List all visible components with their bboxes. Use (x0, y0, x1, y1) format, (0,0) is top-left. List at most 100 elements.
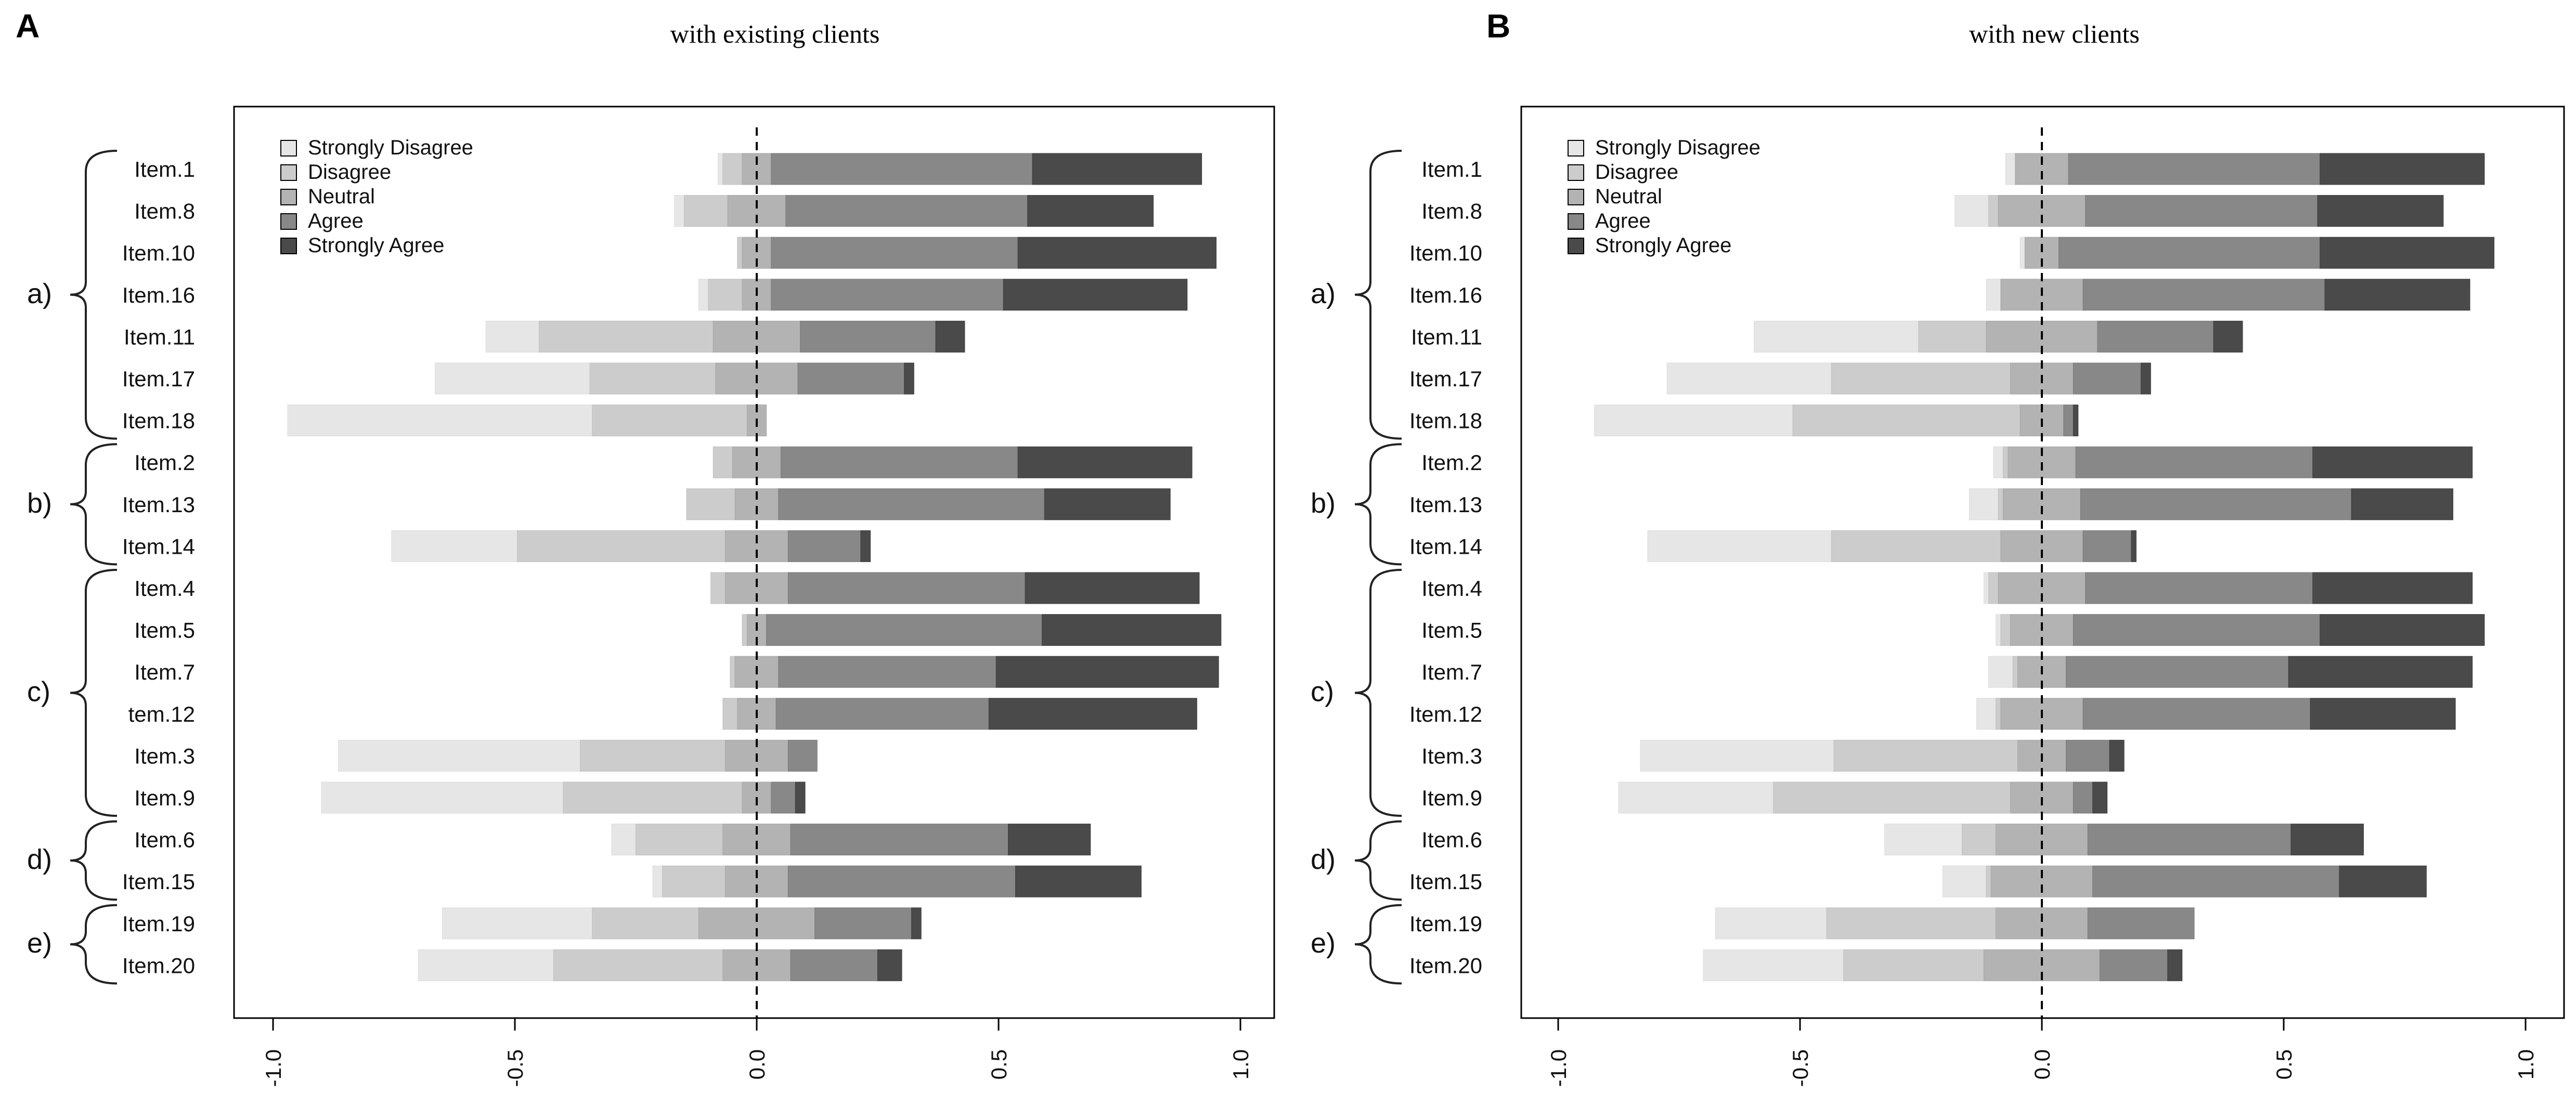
bar-segment-strongly-agree (1027, 195, 1154, 227)
bar-segment-strongly-disagree (1942, 865, 1987, 897)
bar-segment-disagree (636, 824, 723, 856)
bar-segment-strongly-disagree (1666, 362, 1832, 395)
group-label: c) (27, 676, 50, 708)
bar-segment-disagree (1962, 824, 1997, 856)
bar-segment-disagree (2000, 614, 2011, 646)
panel-label: A (16, 7, 40, 45)
bar-segment-disagree (722, 698, 738, 730)
bar-segment-strongly-agree (2131, 530, 2137, 562)
legend-swatch (1568, 189, 1584, 205)
bar-segment-agree (2082, 530, 2132, 562)
bar-segment-agree (787, 739, 818, 772)
bar-segment-strongly-agree (1008, 824, 1091, 856)
bar-segment-strongly-agree (2320, 153, 2485, 185)
bar-segment-strongly-disagree (1993, 446, 2004, 478)
bar-segment-strongly-disagree (698, 279, 709, 311)
bar-segment-agree (2059, 237, 2321, 269)
bar-segment-strongly-agree (2141, 362, 2151, 395)
bar-segment-strongly-agree (2320, 614, 2485, 646)
category-label: Item.1 (1421, 157, 1482, 181)
category-label: Item.15 (1409, 869, 1482, 894)
bar-segment-disagree (742, 614, 747, 646)
bar-segment-strongly-agree (877, 949, 902, 981)
bar-segment-agree (814, 907, 912, 940)
category-label: Item.16 (122, 283, 195, 307)
bar-segment-agree (2073, 362, 2142, 395)
bar-segment-strongly-disagree (718, 153, 723, 185)
bar-segment-disagree (730, 656, 735, 688)
chart-title: with new clients (1969, 19, 2140, 48)
bar-segment-strongly-disagree (442, 907, 593, 940)
group-brace (70, 443, 118, 566)
bar-segment-strongly-agree (1032, 153, 1202, 185)
bar-segment-disagree (1826, 907, 1997, 940)
x-tick-label: -0.5 (503, 1049, 527, 1087)
legend-label: Disagree (308, 161, 391, 184)
bar-segment-strongly-disagree (674, 195, 685, 227)
group-brace (1354, 569, 1402, 817)
bar-segment-agree (790, 824, 1009, 856)
category-label: Item.8 (134, 199, 195, 224)
bar-segment-strongly-agree (2213, 320, 2243, 353)
group-brace (70, 904, 118, 985)
bar-segment-disagree (539, 320, 714, 353)
bar-segment-strongly-agree (1017, 237, 1216, 269)
bar-segment-agree (781, 446, 1018, 478)
category-label: Item.13 (122, 492, 195, 517)
legend-label: Strongly Agree (1595, 234, 1731, 257)
bar-segment-strongly-agree (2167, 949, 2183, 981)
category-label: Item.19 (122, 911, 195, 936)
bar-segment-strongly-agree (795, 782, 806, 814)
bar-segment-strongly-disagree (1640, 739, 1834, 772)
bar-segment-disagree (708, 279, 743, 311)
bar-segment-agree (2087, 824, 2292, 856)
bar-segment-agree (787, 865, 1016, 897)
legend-swatch (1568, 238, 1584, 254)
bar-segment-agree (800, 320, 936, 353)
bar-segment-strongly-agree (2310, 698, 2456, 730)
category-label: Item.16 (1409, 283, 1482, 307)
bar-segment-disagree (686, 488, 735, 520)
bar-segment-strongly-disagree (1715, 907, 1827, 940)
bar-segment-disagree (2003, 446, 2009, 478)
bar-segment-strongly-disagree (1983, 572, 1989, 604)
bar-segment-strongly-disagree (2020, 237, 2025, 269)
group-brace (1354, 150, 1402, 440)
bar-segment-agree (778, 656, 996, 688)
bar-segment-disagree (563, 782, 743, 814)
category-label: Item.7 (1421, 660, 1482, 684)
group-label: e) (1311, 928, 1336, 959)
category-label: Item.15 (122, 869, 195, 894)
group-label: b) (1311, 488, 1336, 519)
bar-segment-strongly-disagree (1647, 530, 1832, 562)
category-label: Item.17 (1409, 367, 1482, 391)
bar-segment-strongly-disagree (1988, 656, 2013, 688)
legend-swatch (280, 164, 297, 181)
legend-swatch (280, 140, 297, 157)
bar-segment-agree (790, 949, 878, 981)
legend: Strongly DisagreeDisagreeNeutralAgreeStr… (280, 136, 473, 257)
category-label: Item.18 (1409, 409, 1482, 433)
bar-segment-agree (2087, 907, 2195, 940)
bar-segment-strongly-disagree (485, 320, 540, 353)
x-tick-label: -1.0 (261, 1049, 286, 1087)
bar-segment-strongly-agree (2290, 824, 2364, 856)
bar-segment-disagree (1988, 572, 1999, 604)
bar-segment-disagree (1831, 530, 2001, 562)
bar-segment-strongly-agree (2288, 656, 2473, 688)
bar-segment-agree (2092, 865, 2340, 897)
group-brace (70, 820, 118, 901)
bar-segment-disagree (713, 446, 733, 478)
bar-segment-agree (2075, 446, 2313, 478)
category-label: Item.20 (1409, 953, 1482, 978)
x-tick-label: 1.0 (1228, 1049, 1253, 1079)
bar-segment-strongly-agree (2109, 739, 2125, 772)
bar-segment-strongly-disagree (2005, 153, 2016, 185)
legend-swatch (280, 189, 297, 205)
bar-segment-strongly-agree (935, 320, 965, 353)
bar-segment-disagree (553, 949, 723, 981)
category-label: Item.18 (122, 409, 195, 433)
legend-label: Strongly Disagree (308, 136, 473, 159)
category-label: Item.14 (122, 534, 195, 558)
